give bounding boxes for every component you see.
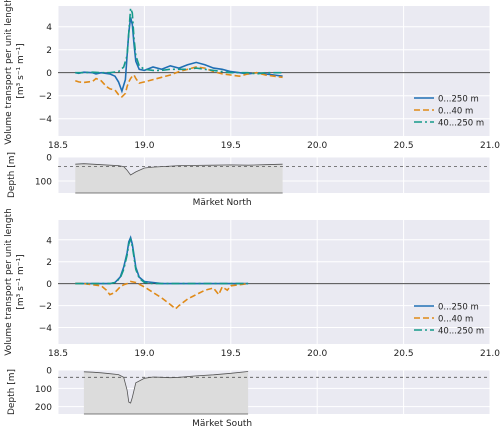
y-tick-label: 2 xyxy=(46,258,52,268)
x-tick-label: 18.5 xyxy=(48,141,68,151)
y-tick-label: 100 xyxy=(35,385,52,395)
series-line-1 xyxy=(75,280,249,310)
depth-axis-label: Depth [m] xyxy=(7,152,17,198)
x-tick-label: 20.0 xyxy=(307,141,327,151)
x-tick-label: 20.5 xyxy=(394,349,414,359)
series-line-0 xyxy=(75,17,283,94)
series-line-2 xyxy=(75,237,249,285)
y-tick-label: 2 xyxy=(46,46,52,56)
y-axis-unit: [m³ s⁻¹ m⁻¹] xyxy=(16,43,26,98)
legend-label-2: 40...250 m xyxy=(438,119,484,129)
legend-label-1: 0...40 m xyxy=(438,315,473,325)
x-tick-label: 19.5 xyxy=(221,141,241,151)
plot-background xyxy=(58,220,490,344)
bathymetry-line xyxy=(75,163,283,176)
y-tick-label: 4 xyxy=(46,236,52,246)
y-tick-label: 0 xyxy=(46,280,52,290)
x-tick-label: 20.5 xyxy=(394,141,414,151)
y-tick-label: −2 xyxy=(39,302,52,312)
chart-panel-3: 0 100 200 Depth [m] Märket South xyxy=(7,367,491,428)
x-tick-label: 19.0 xyxy=(134,141,154,151)
chart-panel-0: −4 −2 0 2 4 18.5 19.0 19.5 20.0 20.5 21.0 Volume tr… xyxy=(4,0,500,151)
y-tick-label: 100 xyxy=(35,178,52,188)
y-tick-label: 0 xyxy=(46,367,52,377)
series-line-2 xyxy=(75,8,283,75)
x-tick-label: 21.0 xyxy=(480,349,500,359)
x-tick-label: 18.5 xyxy=(48,349,68,359)
legend-label-0: 0...250 m xyxy=(438,303,479,313)
x-tick-label: 21.0 xyxy=(480,141,500,151)
chart-panel-2: −4 −2 0 2 4 18.5 19.0 19.5 20.0 20.5 21.0 Volume tr… xyxy=(4,208,500,359)
y-tick-label: 0 xyxy=(46,154,52,164)
y-tick-label: 200 xyxy=(35,403,52,413)
y-axis-label: Volume transport per unit length xyxy=(4,0,14,145)
plot-background xyxy=(58,6,490,136)
bathymetry-line xyxy=(83,371,249,404)
legend-label-0: 0...250 m xyxy=(438,95,479,105)
x-tick-label: 20.0 xyxy=(307,349,327,359)
y-axis-unit: [m³ s⁻¹ m⁻¹] xyxy=(16,254,26,309)
bathymetry-fill xyxy=(75,163,283,193)
legend-label-2: 40...250 m xyxy=(438,327,484,337)
legend: 0...250 m 0...40 m 40...250 m xyxy=(414,303,484,337)
y-tick-label: 4 xyxy=(46,23,52,33)
chart-panel-1: 0 100 Depth [m] Märket North xyxy=(7,152,491,208)
y-axis-label: Volume transport per unit length xyxy=(4,208,14,356)
y-tick-label: −4 xyxy=(39,324,53,334)
depth-axis-label: Depth [m] xyxy=(7,369,17,415)
x-tick-label: 19.5 xyxy=(221,349,241,359)
y-tick-label: 0 xyxy=(46,69,52,79)
x-tick-label: 19.0 xyxy=(134,349,154,359)
y-tick-label: −2 xyxy=(39,92,52,102)
y-tick-label: −4 xyxy=(39,115,53,125)
section-label: Märket South xyxy=(192,419,252,428)
section-label: Märket North xyxy=(193,198,252,208)
legend-label-1: 0...40 m xyxy=(438,107,473,117)
legend: 0...250 m 0...40 m 40...250 m xyxy=(414,95,484,129)
